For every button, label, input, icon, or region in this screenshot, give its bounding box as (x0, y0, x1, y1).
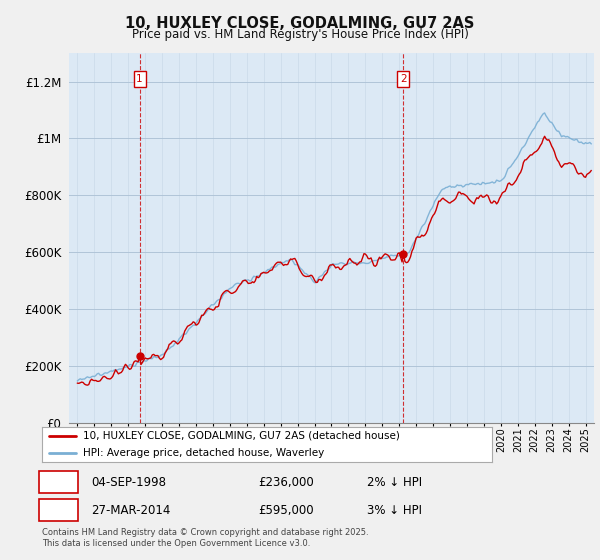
Text: 04-SEP-1998: 04-SEP-1998 (91, 475, 166, 489)
Text: 2% ↓ HPI: 2% ↓ HPI (367, 475, 422, 489)
Text: 1: 1 (55, 475, 62, 489)
Text: 10, HUXLEY CLOSE, GODALMING, GU7 2AS (detached house): 10, HUXLEY CLOSE, GODALMING, GU7 2AS (de… (83, 431, 400, 441)
Text: 1: 1 (136, 74, 143, 84)
Text: Contains HM Land Registry data © Crown copyright and database right 2025.
This d: Contains HM Land Registry data © Crown c… (42, 528, 368, 548)
Text: 2: 2 (400, 74, 406, 84)
Text: 2: 2 (55, 503, 62, 517)
Text: 10, HUXLEY CLOSE, GODALMING, GU7 2AS: 10, HUXLEY CLOSE, GODALMING, GU7 2AS (125, 16, 475, 31)
Text: £595,000: £595,000 (259, 503, 314, 517)
Text: HPI: Average price, detached house, Waverley: HPI: Average price, detached house, Wave… (83, 448, 324, 458)
Text: Price paid vs. HM Land Registry's House Price Index (HPI): Price paid vs. HM Land Registry's House … (131, 28, 469, 41)
Text: £236,000: £236,000 (259, 475, 314, 489)
Text: 3% ↓ HPI: 3% ↓ HPI (367, 503, 422, 517)
FancyBboxPatch shape (40, 499, 78, 521)
Text: 27-MAR-2014: 27-MAR-2014 (91, 503, 170, 517)
FancyBboxPatch shape (40, 471, 78, 493)
